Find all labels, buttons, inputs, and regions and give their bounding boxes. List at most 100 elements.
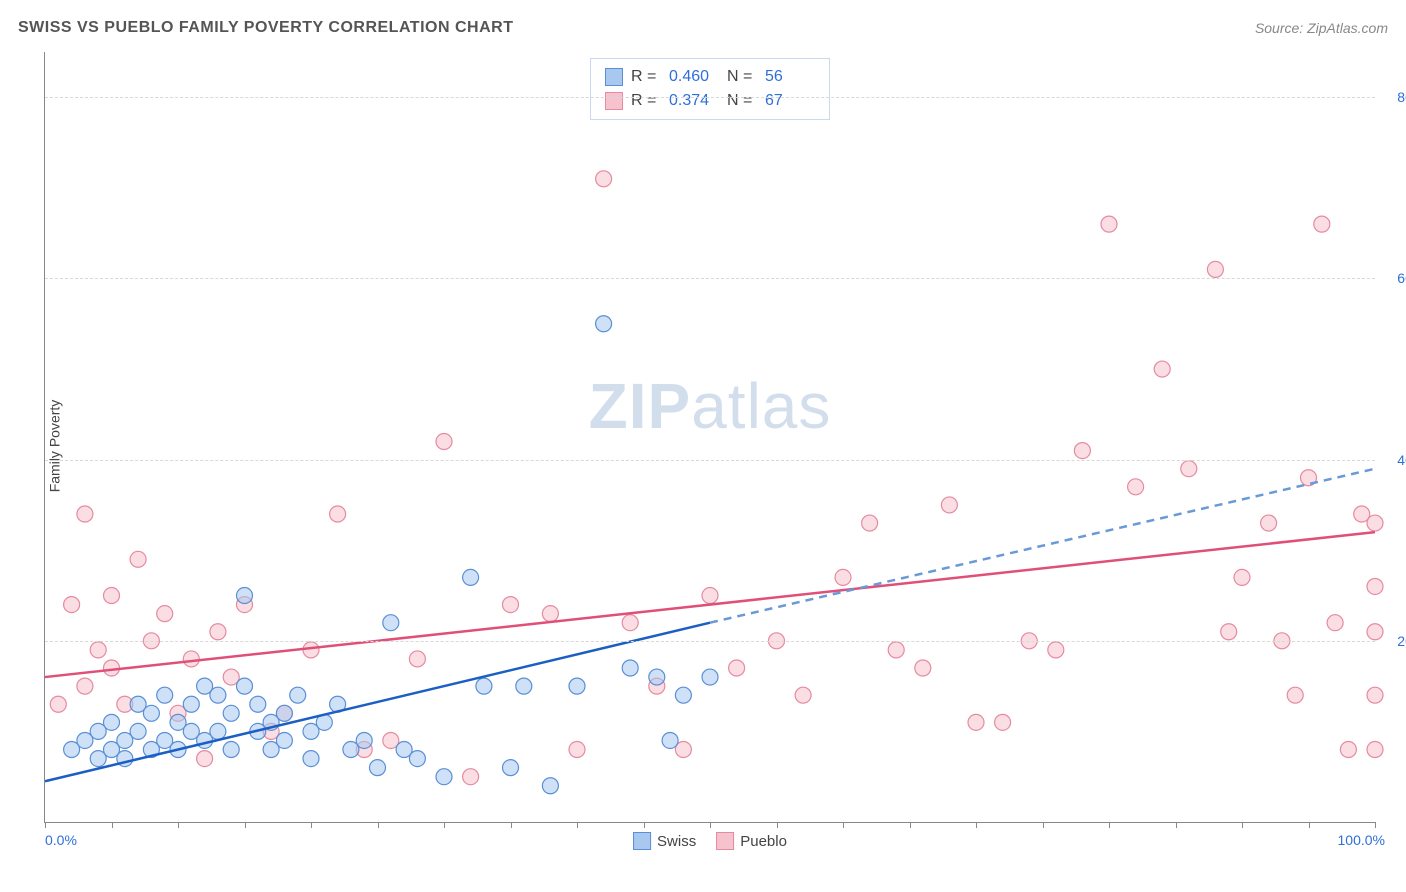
n-label: N = <box>727 89 757 113</box>
data-point <box>662 732 678 748</box>
data-point <box>50 696 66 712</box>
data-point <box>330 506 346 522</box>
stats-row-pueblo: R = 0.374 N = 67 <box>605 89 815 113</box>
data-point <box>223 705 239 721</box>
data-point <box>436 434 452 450</box>
data-point <box>290 687 306 703</box>
data-point <box>104 714 120 730</box>
data-point <box>503 760 519 776</box>
data-point <box>542 606 558 622</box>
data-point <box>1234 569 1250 585</box>
x-tick-mark <box>710 822 711 828</box>
data-point <box>64 597 80 613</box>
x-tick-mark <box>777 822 778 828</box>
data-point <box>649 669 665 685</box>
data-point <box>130 723 146 739</box>
x-tick-mark <box>378 822 379 828</box>
data-point <box>303 751 319 767</box>
x-tick-mark <box>45 822 46 828</box>
data-point <box>1074 443 1090 459</box>
data-point <box>77 506 93 522</box>
x-tick-mark <box>1043 822 1044 828</box>
stats-row-swiss: R = 0.460 N = 56 <box>605 65 815 89</box>
data-point <box>1261 515 1277 531</box>
pueblo-swatch-icon <box>605 92 623 110</box>
pueblo-swatch-icon <box>716 832 734 850</box>
legend-label: Pueblo <box>740 833 787 850</box>
data-point <box>622 660 638 676</box>
data-point <box>1340 742 1356 758</box>
x-tick-mark <box>843 822 844 828</box>
data-point <box>237 678 253 694</box>
data-point <box>197 751 213 767</box>
r-value: 0.374 <box>669 89 719 113</box>
n-label: N = <box>727 65 757 89</box>
data-point <box>77 678 93 694</box>
plot-svg <box>45 52 1375 822</box>
data-point <box>516 678 532 694</box>
data-point <box>596 316 612 332</box>
bottom-legend: Swiss Pueblo <box>633 832 787 850</box>
data-point <box>1314 216 1330 232</box>
x-tick-mark <box>511 822 512 828</box>
stats-legend: R = 0.460 N = 56 R = 0.374 N = 67 <box>590 58 830 120</box>
r-label: R = <box>631 65 661 89</box>
data-point <box>1367 624 1383 640</box>
data-point <box>1101 216 1117 232</box>
data-point <box>702 669 718 685</box>
data-point <box>1128 479 1144 495</box>
data-point <box>183 696 199 712</box>
gridline <box>45 641 1375 642</box>
x-tick-mark <box>1309 822 1310 828</box>
data-point <box>596 171 612 187</box>
data-point <box>1367 515 1383 531</box>
x-min-label: 0.0% <box>45 832 77 848</box>
data-point <box>210 687 226 703</box>
data-point <box>356 732 372 748</box>
data-point <box>157 606 173 622</box>
data-point <box>1154 361 1170 377</box>
data-point <box>250 696 266 712</box>
data-point <box>1367 742 1383 758</box>
data-point <box>130 551 146 567</box>
data-point <box>995 714 1011 730</box>
swiss-swatch-icon <box>633 832 651 850</box>
data-point <box>237 588 253 604</box>
data-point <box>183 651 199 667</box>
data-point <box>729 660 745 676</box>
x-tick-mark <box>245 822 246 828</box>
x-tick-mark <box>1176 822 1177 828</box>
data-point <box>675 687 691 703</box>
x-max-label: 100.0% <box>1338 832 1385 848</box>
y-tick-label: 80.0% <box>1397 89 1406 105</box>
data-point <box>436 769 452 785</box>
gridline <box>45 278 1375 279</box>
data-point <box>143 705 159 721</box>
r-value: 0.460 <box>669 65 719 89</box>
r-label: R = <box>631 89 661 113</box>
data-point <box>370 760 386 776</box>
data-point <box>1367 687 1383 703</box>
legend-item-pueblo: Pueblo <box>716 832 787 850</box>
data-point <box>157 687 173 703</box>
data-point <box>862 515 878 531</box>
gridline <box>45 460 1375 461</box>
data-point <box>90 642 106 658</box>
data-point <box>1287 687 1303 703</box>
data-point <box>1221 624 1237 640</box>
x-tick-mark <box>311 822 312 828</box>
x-tick-mark <box>1242 822 1243 828</box>
x-tick-mark <box>644 822 645 828</box>
data-point <box>1048 642 1064 658</box>
data-point <box>569 742 585 758</box>
x-tick-mark <box>976 822 977 828</box>
data-point <box>276 705 292 721</box>
data-point <box>915 660 931 676</box>
data-point <box>795 687 811 703</box>
data-point <box>503 597 519 613</box>
x-tick-mark <box>910 822 911 828</box>
data-point <box>409 651 425 667</box>
x-tick-mark <box>178 822 179 828</box>
x-tick-mark <box>577 822 578 828</box>
data-point <box>622 615 638 631</box>
